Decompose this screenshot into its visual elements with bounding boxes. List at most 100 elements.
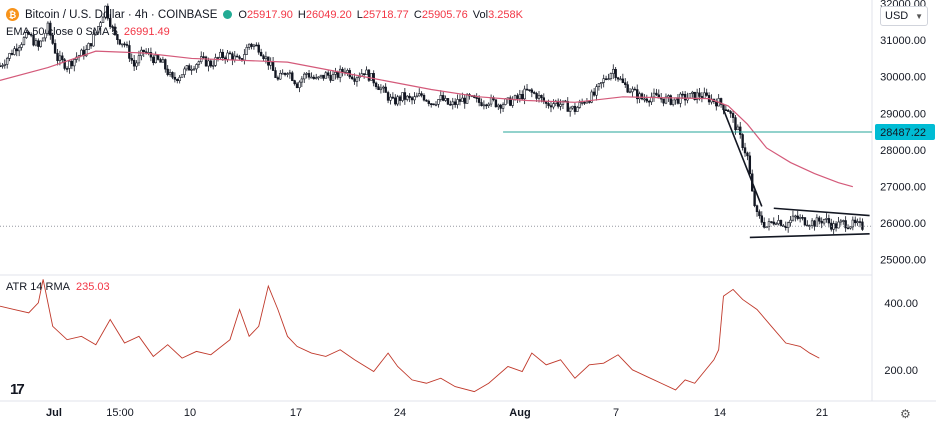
candle-body bbox=[281, 72, 284, 75]
candle-body bbox=[384, 86, 387, 93]
atr-legend[interactable]: ATR 14 RMA 235.03 bbox=[6, 281, 110, 293]
candle-body bbox=[482, 104, 486, 107]
candle-body bbox=[367, 69, 371, 81]
candle-body bbox=[195, 64, 198, 70]
candle-body bbox=[559, 104, 562, 107]
settings-gear-icon[interactable]: ⚙ bbox=[900, 407, 911, 421]
candle-body bbox=[846, 227, 850, 230]
candle-body bbox=[664, 96, 668, 104]
candle-body bbox=[219, 51, 222, 58]
candle-body bbox=[8, 53, 11, 59]
candle-body bbox=[101, 16, 105, 23]
candle-body bbox=[516, 95, 519, 99]
candle-body bbox=[748, 155, 752, 175]
candle-body bbox=[46, 22, 50, 34]
candle-body bbox=[724, 109, 728, 111]
candle-body bbox=[621, 78, 625, 83]
candle-body bbox=[161, 59, 165, 63]
price-tick-label: 27000.00 bbox=[880, 181, 926, 193]
candle-body bbox=[662, 98, 665, 104]
atr-tick-label: 400.00 bbox=[884, 298, 918, 310]
candle-body bbox=[437, 99, 440, 105]
candle-body bbox=[53, 43, 57, 54]
candle-body bbox=[370, 73, 373, 81]
flag-pole-line bbox=[722, 109, 763, 207]
candle-body bbox=[3, 63, 6, 66]
candle-body bbox=[446, 98, 450, 105]
candle-body bbox=[420, 93, 423, 96]
candle-body bbox=[108, 18, 112, 27]
candle-body bbox=[616, 77, 620, 80]
candle-body bbox=[209, 60, 213, 67]
candle-body bbox=[487, 103, 490, 106]
candle-body bbox=[144, 51, 148, 54]
candle-body bbox=[34, 40, 38, 46]
candle-body bbox=[183, 68, 186, 75]
candle-body bbox=[533, 92, 536, 94]
candle-body bbox=[154, 54, 157, 64]
candle-body bbox=[600, 82, 603, 85]
candle-body bbox=[779, 220, 783, 226]
candle-body bbox=[755, 205, 759, 212]
candle-body bbox=[762, 221, 766, 228]
candle-body bbox=[691, 91, 694, 94]
symbol-title[interactable]: Bitcoin / U.S. Dollar · 4h · COINBASE bbox=[25, 8, 218, 21]
candle-body bbox=[20, 44, 23, 48]
candle-body bbox=[837, 221, 840, 229]
candle-body bbox=[427, 100, 431, 104]
candle-body bbox=[10, 53, 14, 55]
candle-body bbox=[441, 95, 445, 101]
candle-body bbox=[17, 47, 21, 52]
candle-body bbox=[1, 65, 4, 67]
candle-body bbox=[226, 52, 229, 60]
time-tick-label: 14 bbox=[714, 407, 726, 419]
candle-body bbox=[834, 223, 838, 229]
candle-body bbox=[451, 101, 454, 105]
time-tick-label: Jul bbox=[46, 407, 62, 419]
candle-body bbox=[703, 92, 706, 99]
candle-body bbox=[547, 103, 550, 106]
symbol-legend: ₿ Bitcoin / U.S. Dollar · 4h · COINBASE … bbox=[6, 8, 525, 21]
candle-body bbox=[439, 95, 442, 100]
currency-value: USD bbox=[885, 10, 909, 22]
candle-body bbox=[322, 74, 325, 79]
candle-body bbox=[770, 221, 773, 223]
ema-legend[interactable]: EMA 50 close 0 SMA 5 26991.49 bbox=[6, 26, 170, 38]
tradingview-logo-icon[interactable]: 17 bbox=[10, 381, 25, 398]
candle-body bbox=[41, 37, 45, 42]
candle-body bbox=[561, 100, 565, 105]
candle-body bbox=[286, 73, 289, 75]
candle-body bbox=[132, 59, 136, 67]
candle-body bbox=[645, 98, 649, 102]
candle-body bbox=[221, 51, 224, 59]
triangle-upper-line bbox=[773, 207, 870, 217]
candle-body bbox=[125, 44, 129, 46]
candle-body bbox=[631, 88, 634, 93]
candle-body bbox=[786, 222, 790, 228]
candle-body bbox=[116, 34, 119, 40]
market-status-icon bbox=[223, 10, 233, 19]
candle-body bbox=[142, 49, 145, 53]
candle-body bbox=[247, 43, 251, 48]
candle-body bbox=[190, 69, 193, 71]
chevron-down-icon: ▼ bbox=[915, 11, 923, 21]
candle-body bbox=[362, 73, 366, 76]
candle-body bbox=[818, 217, 821, 222]
candle-body bbox=[259, 51, 263, 57]
candle-body bbox=[159, 59, 162, 63]
candle-body bbox=[624, 82, 627, 85]
atr-tick-label: 200.00 bbox=[884, 365, 918, 377]
atr-legend-name: ATR 14 RMA bbox=[6, 281, 70, 293]
time-tick-label: 24 bbox=[394, 407, 406, 419]
candle-body bbox=[456, 99, 459, 105]
candle-body bbox=[49, 22, 52, 36]
candle-body bbox=[291, 72, 294, 81]
candle-body bbox=[312, 76, 316, 79]
candle-body bbox=[669, 95, 672, 105]
candle-body bbox=[504, 98, 507, 105]
currency-select[interactable]: USD ▼ bbox=[880, 6, 928, 26]
atr-legend-value: 235.03 bbox=[75, 281, 110, 293]
candle-body bbox=[382, 86, 385, 89]
candle-body bbox=[262, 55, 265, 60]
